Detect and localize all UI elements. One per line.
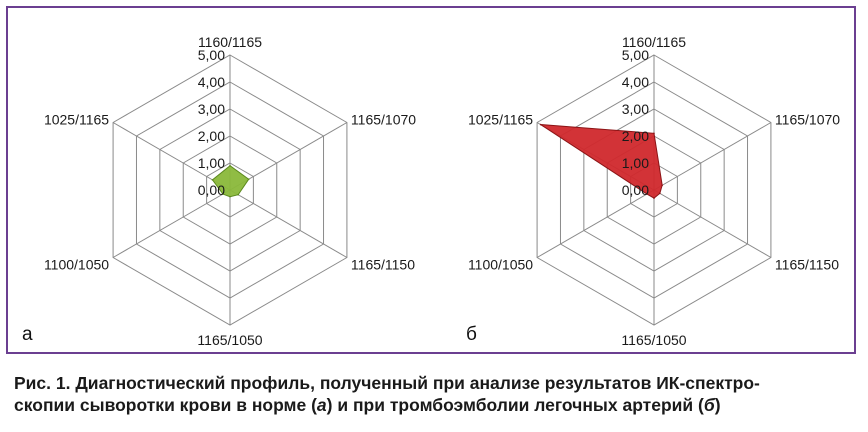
tick-label-5-a: 5,00 xyxy=(198,47,225,63)
caption-ref-b: б xyxy=(703,395,715,415)
caption-line-2-prefix: скопии сыворотки крови в норме ( xyxy=(14,395,317,415)
data-point-4-b xyxy=(646,193,648,195)
axis-label-5-a: 1025/1165 xyxy=(44,112,109,128)
tick-label-3-a: 3,00 xyxy=(198,101,225,117)
axis-label-2-b: 1165/1150 xyxy=(775,257,839,273)
data-point-0-a xyxy=(229,164,231,167)
data-point-5-b xyxy=(539,123,542,126)
tick-label-2-a: 2,00 xyxy=(198,128,225,144)
spoke-4-b xyxy=(536,189,655,258)
data-point-4-a xyxy=(222,193,224,195)
axis-label-1-a: 1165/1070 xyxy=(351,112,416,128)
axis-label-0-b: 1160/1165 xyxy=(622,34,686,50)
spoke-2-b xyxy=(653,189,772,258)
caption-ref-a: а xyxy=(316,395,327,415)
data-point-0-b xyxy=(653,132,655,135)
figure-frame: 0,00 1,00 2,00 3,00 4,00 5,00 1160/1165 1165/10… xyxy=(6,6,856,354)
spoke-4-a xyxy=(112,189,231,258)
axis-label-4-b: 1100/1050 xyxy=(468,257,533,273)
tick-label-1-a: 1,00 xyxy=(198,155,225,171)
caption-line-2-mid: ) и при тромбоэмболии легочных артерий ( xyxy=(326,395,704,415)
caption-line-2-suffix: ) xyxy=(714,395,721,415)
axis-label-2-a: 1165/1150 xyxy=(351,257,415,273)
spoke-2-a xyxy=(229,189,348,258)
axis-label-3-a: 1165/1050 xyxy=(197,332,262,348)
axis-label-4-a: 1100/1050 xyxy=(44,257,109,273)
caption-line-1: Рис. 1. Диагностический профиль, получен… xyxy=(14,373,760,393)
data-point-5-a xyxy=(211,179,214,181)
figure-caption: Рис. 1. Диагностический профиль, получен… xyxy=(14,372,854,416)
axis-label-5-b: 1025/1165 xyxy=(468,112,533,128)
axis-label-3-b: 1165/1050 xyxy=(621,332,686,348)
data-point-1-b xyxy=(661,184,663,187)
panel-label-b: б xyxy=(466,324,477,345)
data-point-2-b xyxy=(659,192,661,195)
spoke-1-b xyxy=(653,122,772,191)
tick-label-2-b: 2,00 xyxy=(622,128,649,144)
tick-label-5-b: 5,00 xyxy=(622,47,649,63)
tick-label-3-b: 3,00 xyxy=(622,101,649,117)
tick-label-0-b: 0,00 xyxy=(622,182,649,198)
tick-label-4-a: 4,00 xyxy=(198,74,225,90)
spoke-5-a xyxy=(112,122,231,191)
data-point-3-b xyxy=(653,197,655,199)
data-point-2-a xyxy=(237,193,239,196)
tick-label-4-b: 4,00 xyxy=(622,74,649,90)
spoke-1-a xyxy=(229,122,348,191)
axis-label-0-a: 1160/1165 xyxy=(198,34,262,50)
data-point-3-a xyxy=(229,195,231,198)
tick-label-0-a: 0,00 xyxy=(198,182,225,198)
tick-label-1-b: 1,00 xyxy=(622,155,649,171)
data-point-1-a xyxy=(247,178,250,180)
axis-label-1-b: 1165/1070 xyxy=(775,112,840,128)
panel-label-a: а xyxy=(22,324,33,345)
